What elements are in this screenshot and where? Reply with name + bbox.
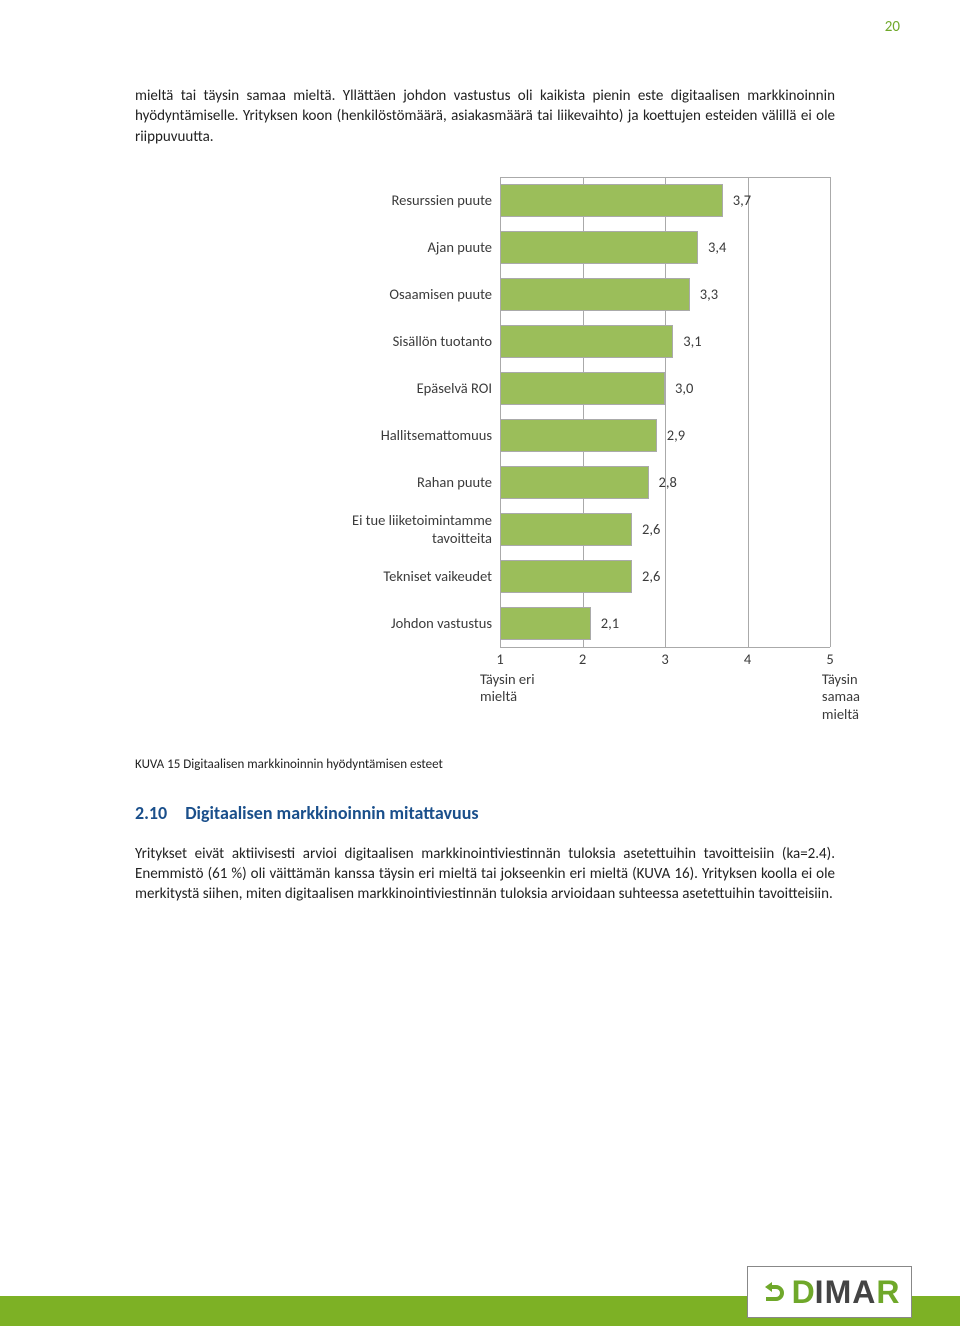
bar [500,466,649,499]
chart-row: Ajan puute 3,4 [290,224,830,271]
bar [500,607,591,640]
intro-paragraph: mieltä tai täysin samaa mieltä. Yllättäe… [135,86,835,147]
bar [500,231,698,264]
chart-row: Ei tue liiketoimintamme tavoitteita 2,6 [290,506,830,553]
x-axis-left-label: Täysin eri mieltä [480,671,535,706]
chart-row: Epäselvä ROI 3,0 [290,365,830,412]
category-label: Ajan puute [290,238,500,256]
bar [500,278,690,311]
logo-arrow-icon [760,1277,790,1307]
bar [500,560,632,593]
value-label: 2,9 [667,426,685,444]
chart-row: Hallitsemattomuus 2,9 [290,412,830,459]
bar [500,372,665,405]
category-label: Johdon vastustus [290,614,500,632]
value-label: 2,8 [659,473,677,491]
bar [500,513,632,546]
bar [500,184,723,217]
figure-caption: KUVA 15 Digitaalisen markkinoinnin hyödy… [135,757,835,772]
value-label: 3,7 [733,191,751,209]
page-number: 20 [885,18,900,36]
bar [500,325,673,358]
logo-letter-r: R [876,1274,899,1311]
x-tick-label: 2 [579,650,586,668]
value-label: 2,1 [601,614,619,632]
x-tick-label: 3 [661,650,668,668]
chart-row: Resurssien puute 3,7 [290,177,830,224]
heading-title: Digitaalisen markkinoinnin mitattavuus [185,802,478,824]
category-label: Hallitsemattomuus [290,426,500,444]
category-label: Ei tue liiketoimintamme tavoitteita [290,511,500,547]
chart-row: Osaamisen puute 3,3 [290,271,830,318]
category-label: Rahan puute [290,473,500,491]
x-tick-label: 4 [744,650,751,668]
category-label: Resurssien puute [290,191,500,209]
x-axis-right-label: Täysin samaa mieltä [822,671,860,723]
section-heading: 2.10 Digitaalisen markkinoinnin mitattavu… [135,802,835,824]
category-label: Sisällön tuotanto [290,332,500,350]
chart-row: Tekniset vaikeudet 2,6 [290,553,830,600]
dimar-logo: DIMAR [747,1266,912,1318]
chart-row: Sisällön tuotanto 3,1 [290,318,830,365]
value-label: 3,1 [683,332,701,350]
value-label: 2,6 [642,567,660,585]
bar [500,419,657,452]
barriers-chart: Resurssien puute 3,7 Ajan puute 3,4 Osaamise… [290,177,830,729]
body-paragraph: Yritykset eivät aktiivisesti arvioi digi… [135,844,835,905]
logo-letter-d: D [792,1274,815,1311]
heading-number: 2.10 [135,802,167,824]
chart-row: Johdon vastustus 2,1 [290,600,830,647]
category-label: Osaamisen puute [290,285,500,303]
x-tick-label: 1 [496,650,503,668]
footer: DIMAR [0,1266,960,1326]
value-label: 3,3 [700,285,718,303]
category-label: Epäselvä ROI [290,379,500,397]
value-label: 3,4 [708,238,726,256]
value-label: 2,6 [642,520,660,538]
chart-row: Rahan puute 2,8 [290,459,830,506]
value-label: 3,0 [675,379,693,397]
x-tick-label: 5 [826,650,833,668]
category-label: Tekniset vaikeudet [290,567,500,585]
main-content: mieltä tai täysin samaa mieltä. Yllättäe… [135,86,835,905]
logo-letters-ima: IMA [815,1274,877,1311]
